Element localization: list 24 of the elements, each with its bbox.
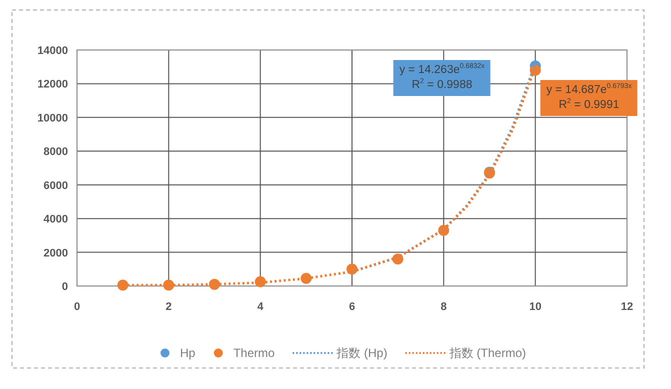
x-tick-label: 2	[166, 301, 172, 313]
legend-label: 指数 (Thermo)	[448, 346, 526, 360]
point	[117, 280, 128, 291]
annotation: R$^{2}$ = 0.9988	[412, 78, 472, 91]
annotation: y = 14.687e$^{0.6793x}$	[546, 83, 632, 96]
x-tick-label: 0	[74, 301, 80, 313]
legend-label: Thermo	[233, 346, 275, 360]
y-tick-label: 12000	[37, 78, 68, 91]
legend-label: Hp	[180, 346, 196, 360]
y-tick-label: 14000	[37, 45, 68, 57]
y-tick-label: 0	[62, 281, 68, 293]
y-tick-label: 2000	[44, 247, 68, 260]
x-tick-label: 6	[348, 301, 356, 313]
annotation: R$^{2}$ = 0.9991	[558, 98, 620, 111]
x-tick-label: 4	[257, 301, 264, 313]
legend-label: 指数 (Hp)	[336, 346, 388, 360]
annotation: y = 14.263e$^{0.6832x}$	[399, 63, 485, 76]
y-tick-label: 10000	[37, 112, 68, 124]
x-tick-label: 12	[620, 301, 634, 313]
x-tick-label: 10	[529, 301, 542, 313]
x-tick-label: 8	[440, 301, 447, 313]
y-tick-label: 4000	[44, 214, 68, 226]
y-tick-label: 8000	[44, 146, 68, 158]
y-tick-label: 6000	[44, 180, 68, 192]
